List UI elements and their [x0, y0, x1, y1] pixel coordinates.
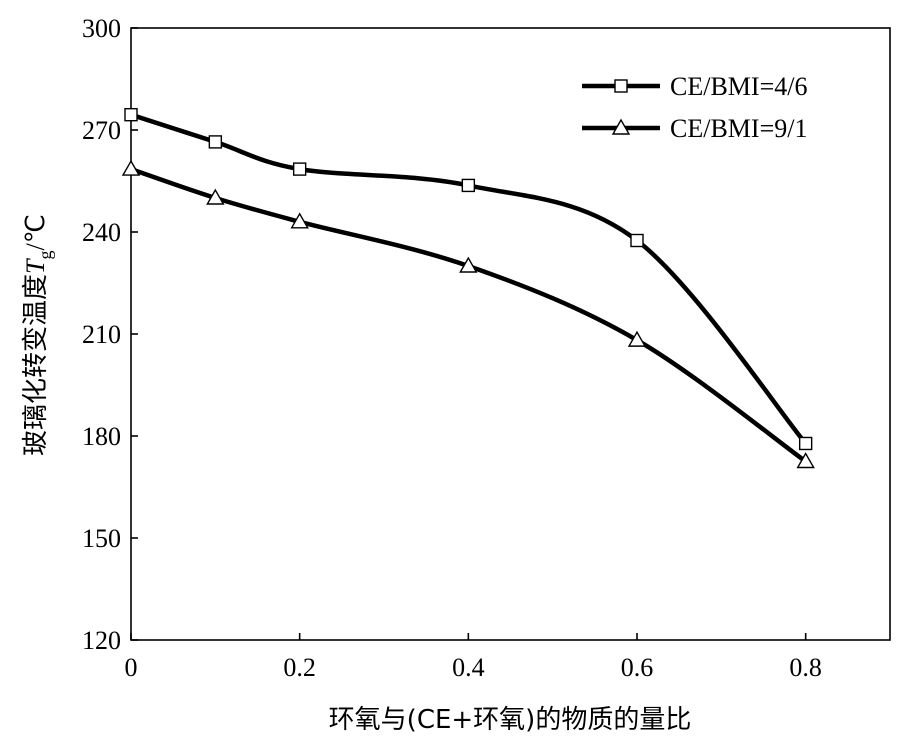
legend-item: CE/BMI=9/1: [582, 114, 807, 143]
y-tick-label: 180: [82, 422, 121, 451]
x-tick-label: 0: [125, 653, 138, 682]
series-2: [121, 159, 815, 469]
legend-label: CE/BMI=4/6: [670, 72, 807, 101]
y-tick-label: 210: [82, 320, 121, 349]
x-tick-label: 0.2: [283, 653, 316, 682]
series-1: [124, 107, 813, 451]
series-2-point: [796, 452, 815, 469]
legend-marker: [614, 79, 628, 93]
series-1-point: [630, 233, 644, 248]
y-axis-title-symbol: T: [21, 258, 50, 274]
legend: CE/BMI=4/6 CE/BMI=9/1: [582, 72, 807, 143]
legend-item: CE/BMI=4/6: [582, 72, 807, 101]
x-tick-label: 0.8: [789, 653, 822, 682]
series-1-point: [124, 107, 138, 122]
series-1-line: [128, 112, 808, 446]
legend-marker: [611, 118, 631, 135]
legend-label: CE/BMI=9/1: [670, 114, 807, 143]
y-tick-label: 120: [82, 626, 121, 655]
series-1-point: [461, 178, 476, 193]
y-axis-title-subscript: g: [35, 250, 55, 259]
y-axis-ticks: 120 150 180 210 240 270 300: [82, 14, 138, 655]
x-tick-label: 0.6: [621, 653, 654, 682]
y-tick-label: 270: [82, 116, 121, 145]
series-2-point: [206, 188, 225, 205]
series-2-point: [121, 159, 141, 176]
series-2-point: [627, 330, 647, 347]
series-1-point: [292, 162, 307, 176]
y-tick-label: 150: [82, 524, 121, 553]
y-axis-title: 玻璃化转变温度Tg/℃: [21, 214, 55, 456]
y-tick-label: 300: [82, 14, 121, 43]
x-tick-label: 0.4: [452, 653, 485, 682]
series-1-point: [798, 436, 813, 451]
y-tick-label: 240: [82, 218, 121, 247]
series-layer: [121, 107, 815, 469]
y-axis-title-text: 玻璃化转变温度: [21, 274, 51, 456]
y-axis-title-unit: /℃: [21, 214, 50, 250]
x-axis-ticks: 0 0.2 0.4 0.6 0.8: [125, 633, 822, 682]
x-axis-title: 环氧与(CE+环氧)的物质的量比: [329, 705, 692, 735]
series-2-point: [290, 212, 309, 229]
series-2-line: [128, 166, 808, 464]
series-2-point: [459, 256, 478, 273]
series-1-point: [208, 135, 223, 149]
